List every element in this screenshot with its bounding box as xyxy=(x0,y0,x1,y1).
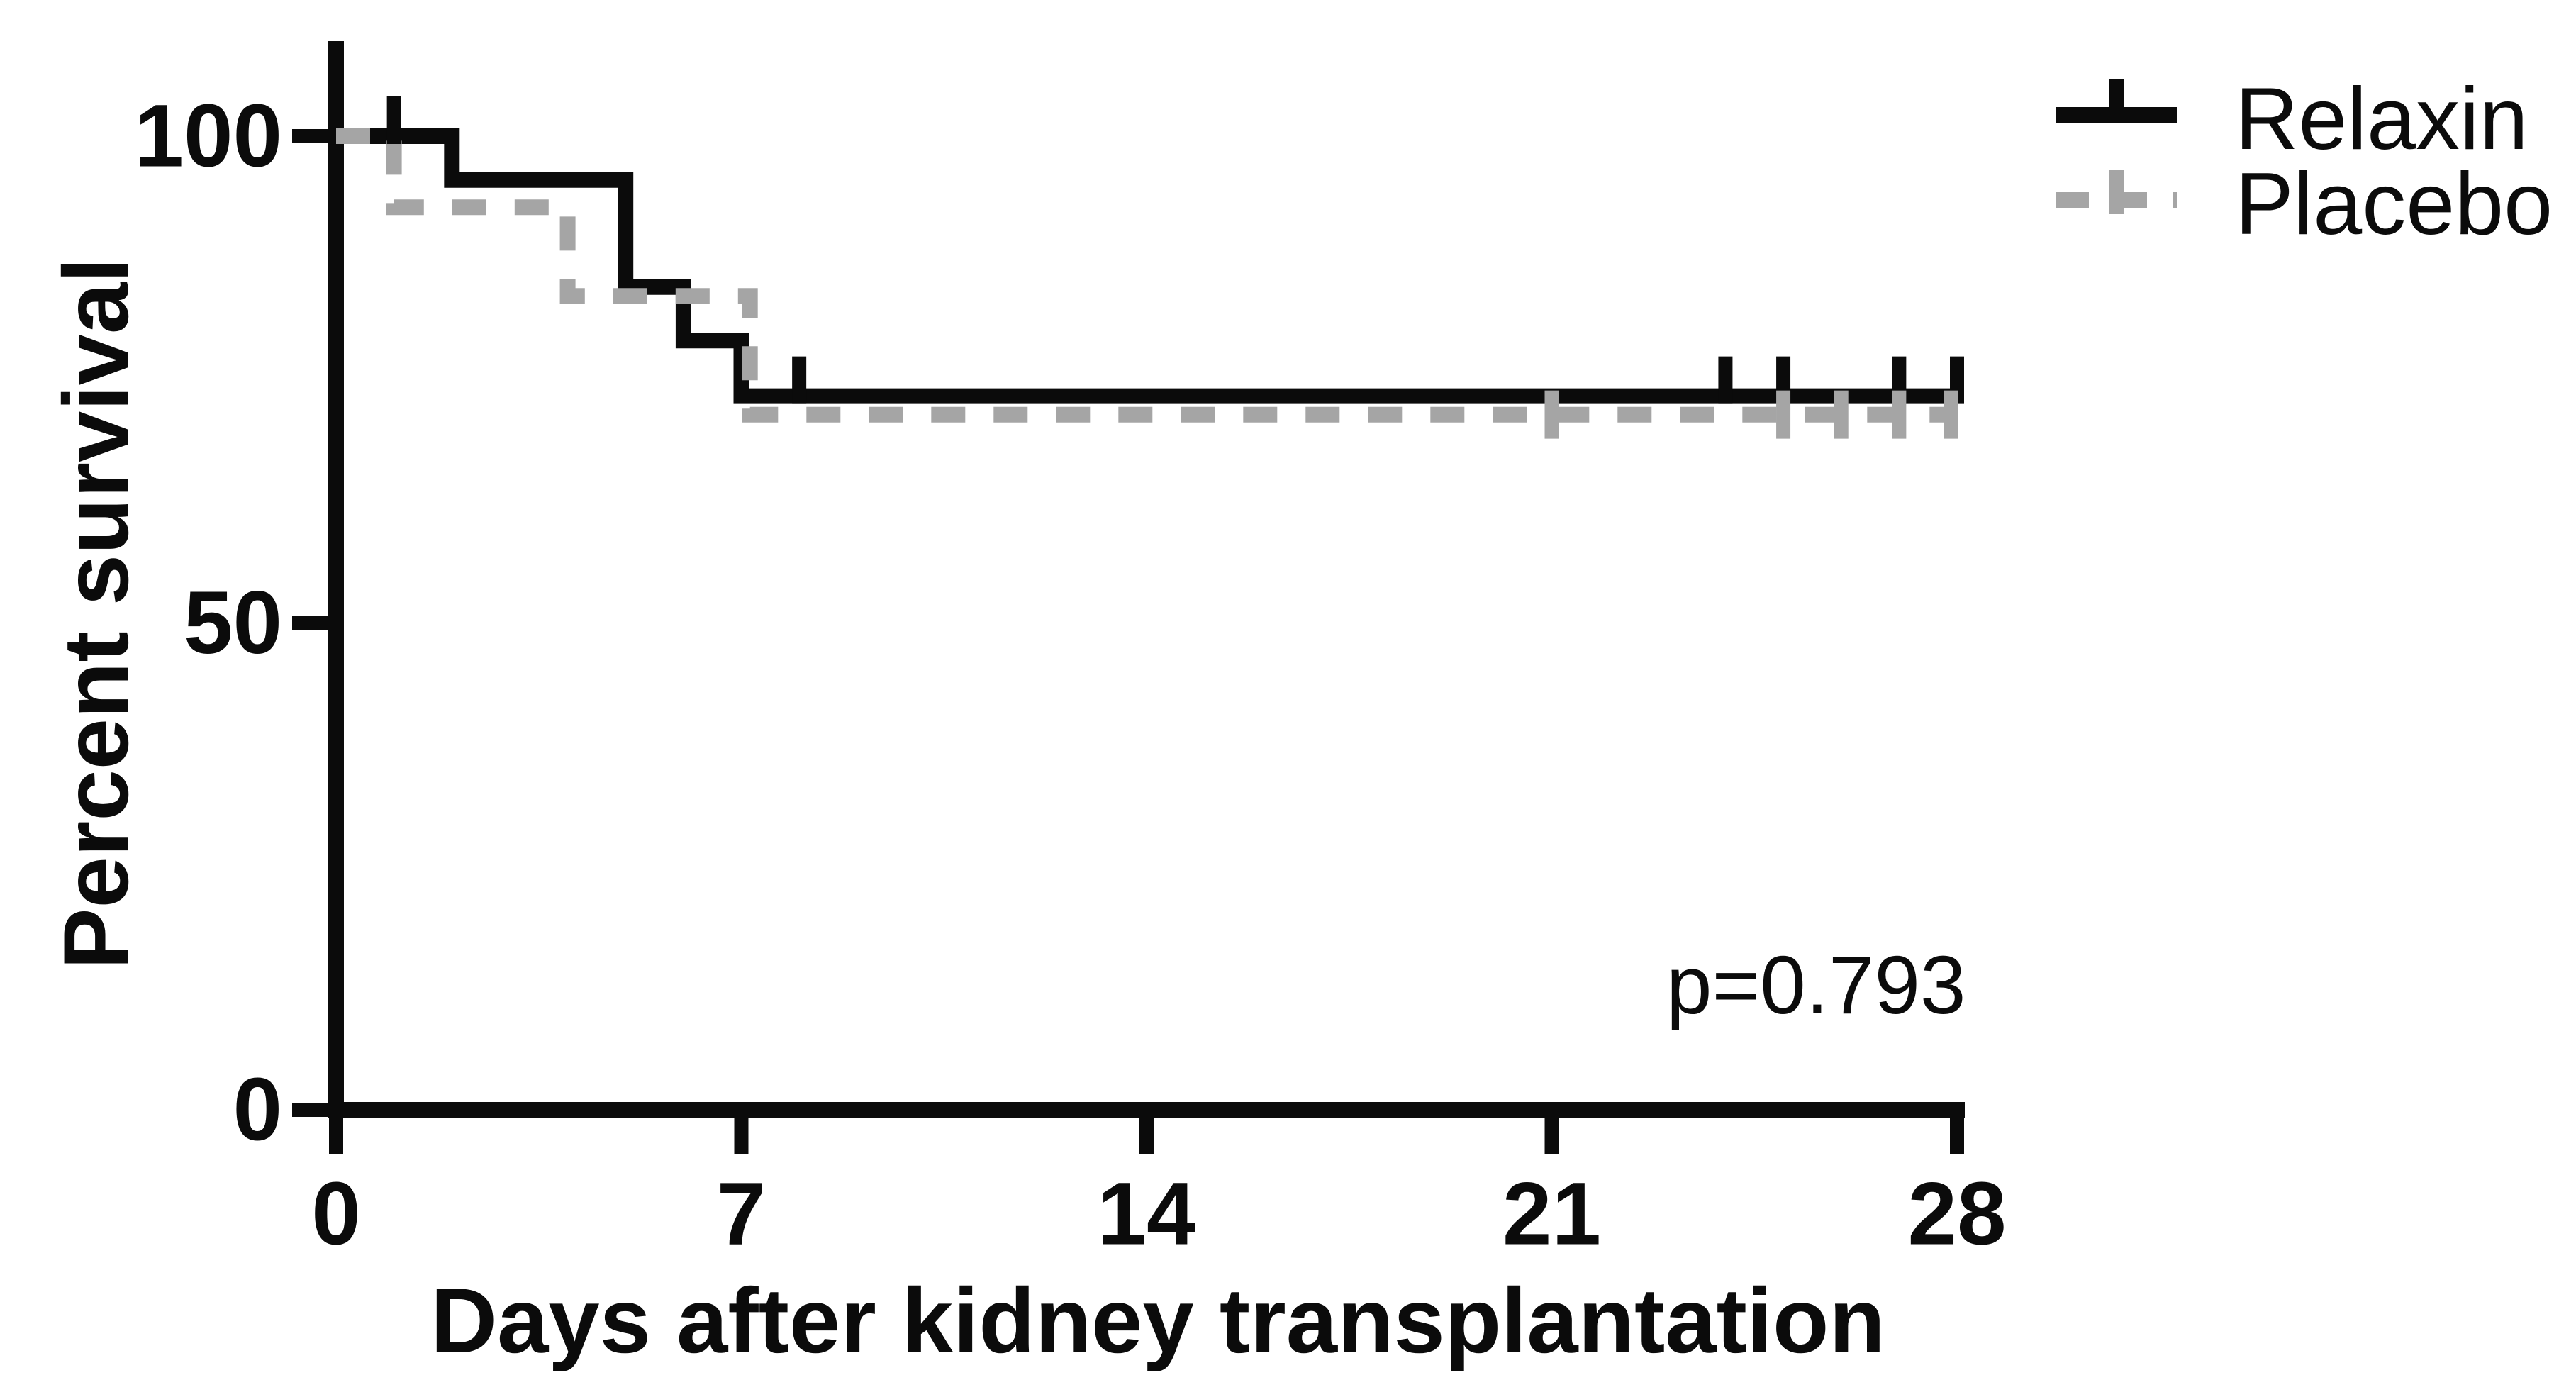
censor-tick-marks xyxy=(386,96,1964,439)
x-tick-label-0: 0 xyxy=(311,1165,361,1264)
tick-labels: 100 50 00 7 14 21 28 xyxy=(134,87,2006,1264)
x-tick-label-7: 7 xyxy=(717,1165,766,1264)
legend-line-samples xyxy=(2056,79,2177,214)
x-tick-label-21: 21 xyxy=(1502,1165,1601,1264)
x-tick-label-28: 28 xyxy=(1907,1165,2006,1264)
x-axis-title: Days after kidney transplantation xyxy=(430,1269,1885,1372)
y-axis-title: Percent survival xyxy=(44,257,147,969)
y-tick-label-50: 50 xyxy=(184,574,282,672)
relaxin-curve xyxy=(336,128,1957,404)
placebo-curve xyxy=(336,128,1951,423)
x-tick-label-14: 14 xyxy=(1097,1165,1195,1264)
axes xyxy=(292,41,1965,1154)
legend: Relaxin Placebo xyxy=(2056,70,2553,253)
y-tick-label-0: 0 xyxy=(233,1061,282,1159)
p-value-annotation: p=0.793 xyxy=(1666,939,1966,1031)
y-tick-label-100: 100 xyxy=(134,87,282,186)
legend-label-placebo: Placebo xyxy=(2235,155,2553,253)
legend-label-relaxin: Relaxin xyxy=(2235,70,2528,168)
survival-curves xyxy=(336,128,1957,423)
